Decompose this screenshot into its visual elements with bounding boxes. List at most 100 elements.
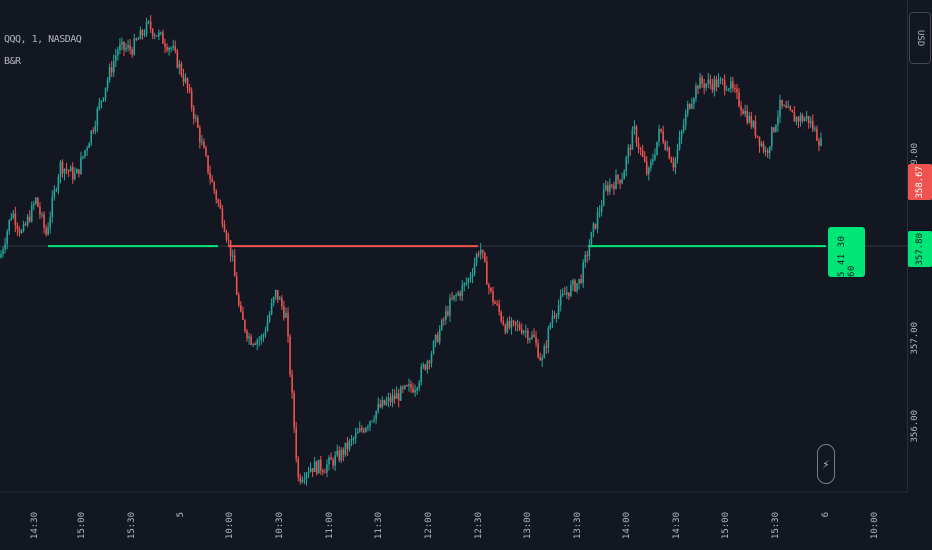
candle-body [168, 48, 170, 51]
candle-body [231, 255, 234, 257]
candle-body [801, 115, 804, 122]
candle-body [734, 88, 736, 90]
candle-body [539, 357, 541, 361]
candle-body [348, 440, 351, 450]
candle-body [197, 117, 199, 128]
candle-body [453, 295, 455, 300]
candle-body [494, 302, 496, 304]
candle-body [74, 173, 76, 179]
candle-body [408, 384, 410, 386]
candle-body [598, 211, 601, 213]
candle-body [430, 353, 433, 363]
candle-body [4, 243, 6, 250]
candle-body [153, 35, 156, 37]
candle-body [520, 329, 523, 333]
level-price-badge: 357.80 [908, 231, 932, 267]
candle-body [670, 158, 673, 163]
candle-body [244, 319, 246, 331]
candle-body [276, 289, 279, 300]
candle-body [553, 316, 556, 318]
candle-body [211, 178, 213, 182]
candle-body [92, 130, 95, 132]
candle-body [672, 162, 675, 168]
candle-body [20, 230, 23, 233]
price-tick-label: 357.00 [910, 322, 920, 355]
candle-body [508, 320, 511, 328]
candle-body [760, 143, 763, 146]
candle-body [566, 292, 568, 295]
candle-body [768, 146, 771, 153]
candle-body [51, 196, 54, 217]
time-tick-label: 15:00 [721, 512, 731, 540]
candle-body [529, 338, 531, 340]
candle-body [779, 99, 781, 117]
candle-body [604, 185, 607, 190]
candle-body [766, 150, 769, 153]
lightning-icon[interactable]: ⚡ [817, 444, 835, 484]
candle-body [340, 449, 343, 461]
candle-body [346, 442, 349, 450]
candle-body [617, 175, 619, 180]
candle-body [8, 219, 10, 232]
candle-body [317, 459, 320, 474]
candle-body [18, 229, 21, 233]
candle-body [717, 79, 720, 88]
candle-body [422, 364, 425, 368]
candle-body [281, 298, 283, 307]
candle-body [356, 431, 359, 434]
candle-body [260, 336, 263, 340]
candle-body [108, 67, 111, 80]
countdown-timer: 5 41 30 60 [828, 227, 865, 277]
candle-body [295, 427, 297, 459]
candle-body [65, 168, 68, 171]
candle-body [262, 334, 265, 337]
candle-body [39, 206, 41, 215]
candle-body [697, 85, 699, 89]
candle-body [96, 108, 99, 126]
candle-body [379, 403, 382, 408]
candle-body [100, 100, 103, 103]
candle-body [625, 157, 628, 171]
candle-body [627, 147, 630, 158]
candle-body [551, 316, 554, 324]
candle-body [350, 438, 353, 441]
candle-body [742, 110, 744, 115]
candle-body [365, 427, 367, 432]
candle-body [475, 254, 478, 264]
candle-body [709, 79, 712, 84]
candle-body [217, 199, 220, 203]
candle-body [652, 159, 654, 162]
currency-button[interactable]: USD [909, 12, 931, 64]
candle-body [354, 433, 357, 439]
candle-body [756, 135, 759, 137]
candle-body [367, 426, 369, 428]
candle-body [434, 334, 437, 342]
candle-body [602, 189, 605, 206]
candle-body [797, 117, 800, 122]
candle-body [90, 130, 92, 144]
candle-body [147, 21, 150, 23]
candle-body [535, 337, 537, 344]
candle-body [412, 388, 414, 393]
candle-body [615, 175, 617, 190]
candle-body [744, 110, 746, 115]
candle-body [63, 168, 66, 174]
candle-body [461, 285, 464, 297]
candle-body [375, 410, 377, 420]
candle-body [791, 110, 794, 113]
indicator-legend[interactable]: B&R [4, 56, 21, 67]
candle-body [383, 400, 386, 405]
candle-body [465, 282, 468, 284]
candle-body [240, 305, 242, 312]
time-tick-label: 14:30 [30, 512, 40, 540]
symbol-legend[interactable]: QQQ, 1, NASDAQ [4, 34, 82, 45]
candle-body [732, 81, 734, 89]
candle-body [201, 141, 203, 143]
candle-body [115, 55, 117, 62]
candle-body [613, 185, 615, 190]
candle-body [332, 459, 334, 466]
candle-body [143, 34, 146, 36]
candle-body [98, 102, 101, 109]
candle-body [641, 150, 644, 157]
